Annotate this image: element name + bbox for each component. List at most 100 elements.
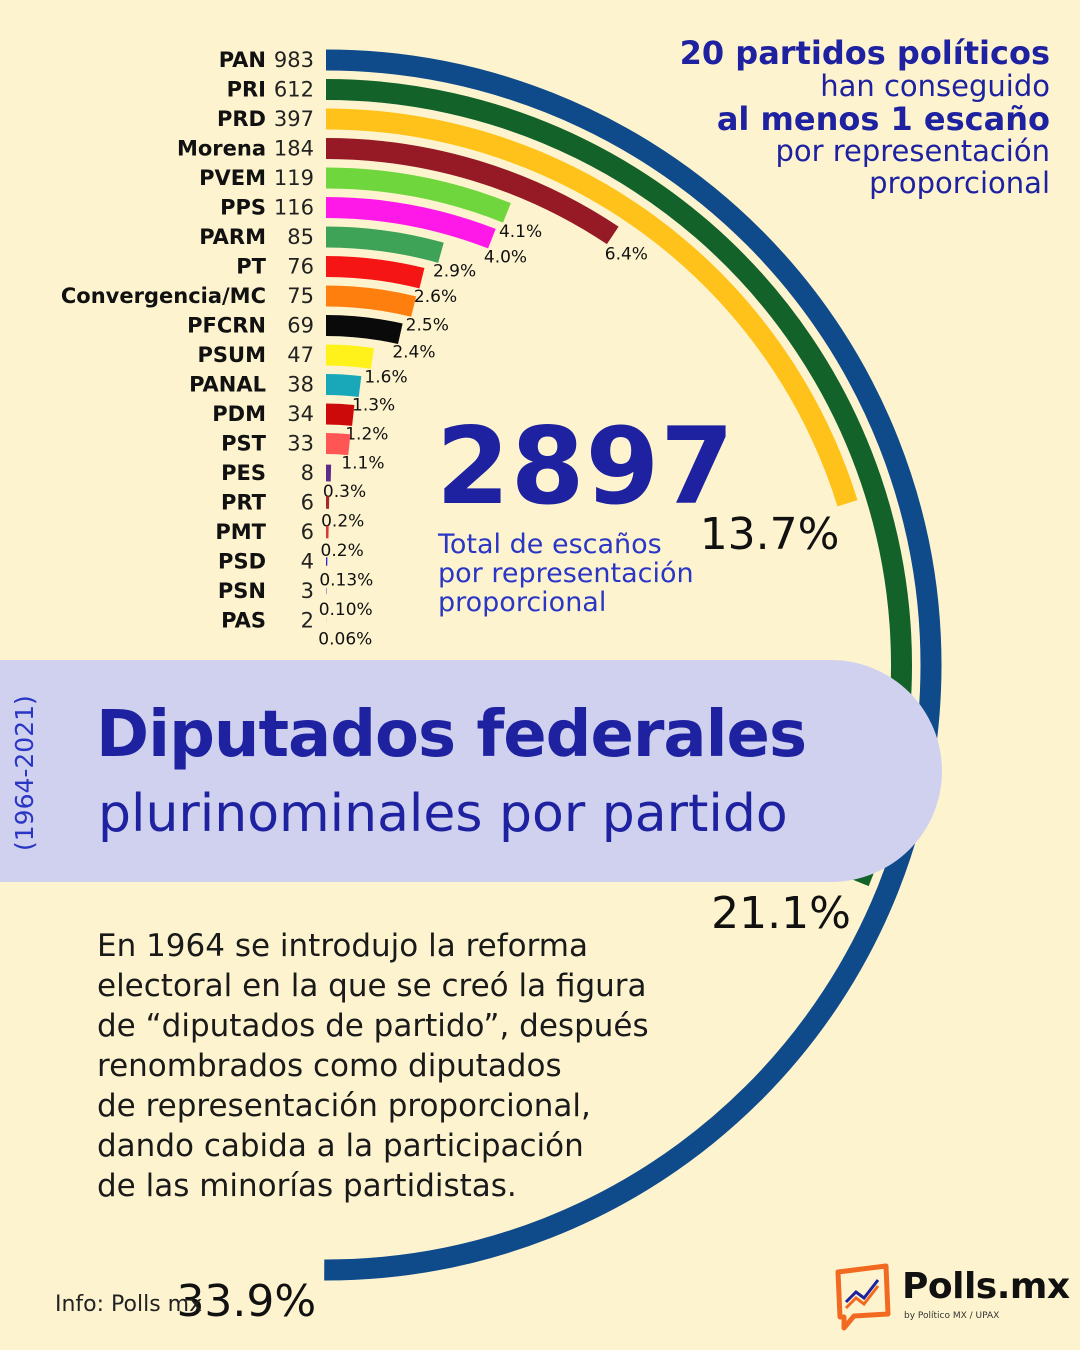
party-label: PT	[236, 255, 266, 279]
seat-count-label: 116	[274, 196, 314, 220]
seat-count-label: 33	[287, 432, 314, 456]
headline-line-5: proporcional	[869, 165, 1050, 200]
bar-pdm	[325, 403, 355, 426]
percent-label: 1.6%	[364, 367, 407, 387]
total-seats-number: 2897	[436, 405, 736, 528]
seat-count-label: 85	[287, 225, 314, 249]
bar-pfcrn	[325, 315, 403, 345]
bar-pst	[325, 433, 351, 456]
party-label: Morena	[177, 137, 266, 161]
party-label: PAN	[219, 48, 266, 72]
total-caption-line-2: por representación	[438, 558, 694, 590]
logo-wordmark: Polls.mx	[902, 1266, 1070, 1307]
percent-label: 0.06%	[318, 630, 372, 650]
party-label: PES	[221, 461, 266, 485]
seat-count-label: 76	[287, 255, 314, 279]
total-seats-caption: Total de escaños por representación prop…	[438, 529, 694, 619]
party-label: PAS	[221, 609, 266, 633]
percent-label: 4.1%	[499, 222, 542, 242]
body-line-2: electoral en la que se creó la figura	[97, 968, 647, 1004]
seat-count-label: 6	[301, 491, 314, 515]
seat-count-label: 3	[301, 579, 314, 603]
bar-psum	[325, 344, 375, 369]
percent-label: 21.1%	[711, 888, 851, 939]
total-caption-line-1: Total de escaños	[438, 529, 662, 560]
body-line-6: dando cabida a la participación	[97, 1128, 584, 1164]
party-label: PVEM	[199, 166, 266, 190]
seat-count-label: 184	[274, 137, 314, 161]
seat-count-label: 119	[274, 166, 314, 190]
bar-panal	[325, 374, 362, 398]
bar-prd	[325, 108, 858, 507]
percent-label: 2.6%	[414, 287, 457, 307]
seat-count-label: 38	[287, 373, 314, 397]
percent-label: 0.13%	[319, 571, 373, 591]
chat-chart-icon	[835, 1263, 891, 1331]
bar-parm	[325, 226, 444, 263]
body-line-5: de representación proporcional,	[97, 1088, 591, 1124]
party-label: PSD	[218, 550, 266, 574]
body-line-7: de las minorías partidistas.	[97, 1168, 517, 1204]
seat-count-label: 397	[274, 107, 314, 131]
party-label: PARM	[199, 225, 266, 249]
percent-label: 33.9%	[176, 1276, 316, 1327]
percent-label: 6.4%	[605, 244, 648, 264]
percent-label: 0.2%	[321, 541, 364, 561]
seat-count-label: 75	[287, 284, 314, 308]
percent-label: 1.1%	[341, 454, 384, 474]
party-label: PPS	[220, 196, 266, 220]
percent-label: 2.4%	[392, 343, 435, 363]
seat-count-label: 47	[287, 343, 314, 367]
title-years: (1964-2021)	[10, 695, 39, 851]
seat-count-label: 983	[274, 48, 314, 72]
body-line-4: renombrados como diputados	[97, 1048, 562, 1084]
seat-count-label: 2	[301, 609, 314, 633]
percent-label: 0.2%	[321, 512, 364, 532]
party-label: PANAL	[189, 373, 266, 397]
percent-label: 13.7%	[700, 509, 840, 560]
headline-line-4: por representación	[775, 134, 1050, 169]
body-line-1: En 1964 se introdujo la reforma	[97, 928, 588, 964]
bar-convergencia-mc	[325, 285, 417, 317]
party-label: PRI	[227, 78, 266, 102]
party-label: PSN	[218, 579, 266, 603]
seat-count-label: 6	[301, 520, 314, 544]
bar-pt	[325, 256, 425, 289]
party-label: PFCRN	[187, 314, 266, 338]
percent-label: 2.9%	[433, 262, 476, 282]
percent-label: 0.3%	[323, 482, 366, 502]
body-paragraph: En 1964 se introdujo la reforma electora…	[97, 926, 737, 1206]
total-caption-line-3: proporcional	[438, 587, 607, 619]
seat-count-label: 8	[301, 461, 314, 485]
headline-line-3: al menos 1 escaño	[716, 99, 1050, 138]
party-label: PMT	[215, 520, 266, 544]
seat-count-label: 69	[287, 314, 314, 338]
page-title: Diputados federales	[96, 698, 807, 772]
headline: 20 partidos políticos han conseguido al …	[680, 36, 1050, 199]
party-label: PST	[221, 432, 267, 456]
percent-label: 1.2%	[345, 424, 388, 444]
bar-pvem	[325, 167, 511, 223]
party-label: PDM	[212, 402, 266, 426]
bar-morena	[325, 138, 619, 245]
polls-mx-logo: Polls.mx by Político MX / UPAX	[832, 1262, 1072, 1332]
seat-count-label: 4	[301, 550, 314, 574]
title-band	[0, 660, 942, 882]
percent-label: 2.5%	[406, 316, 449, 336]
bar-pps	[325, 197, 496, 249]
percent-label: 1.3%	[352, 396, 395, 416]
seat-count-label: 34	[287, 402, 314, 426]
party-label: PRT	[221, 491, 267, 515]
headline-line-1: 20 partidos políticos	[679, 34, 1050, 72]
seat-count-label: 612	[274, 78, 314, 102]
page-subtitle: plurinominales por partido	[98, 784, 788, 844]
party-label: PSUM	[198, 343, 266, 367]
party-label: PRD	[217, 107, 266, 131]
headline-line-2: han conseguido	[820, 68, 1050, 103]
percent-label: 0.10%	[319, 600, 373, 620]
logo-tagline: by Político MX / UPAX	[904, 1311, 1000, 1321]
party-label: Convergencia/MC	[61, 284, 266, 308]
body-line-3: de “diputados de partido”, después	[97, 1008, 649, 1044]
